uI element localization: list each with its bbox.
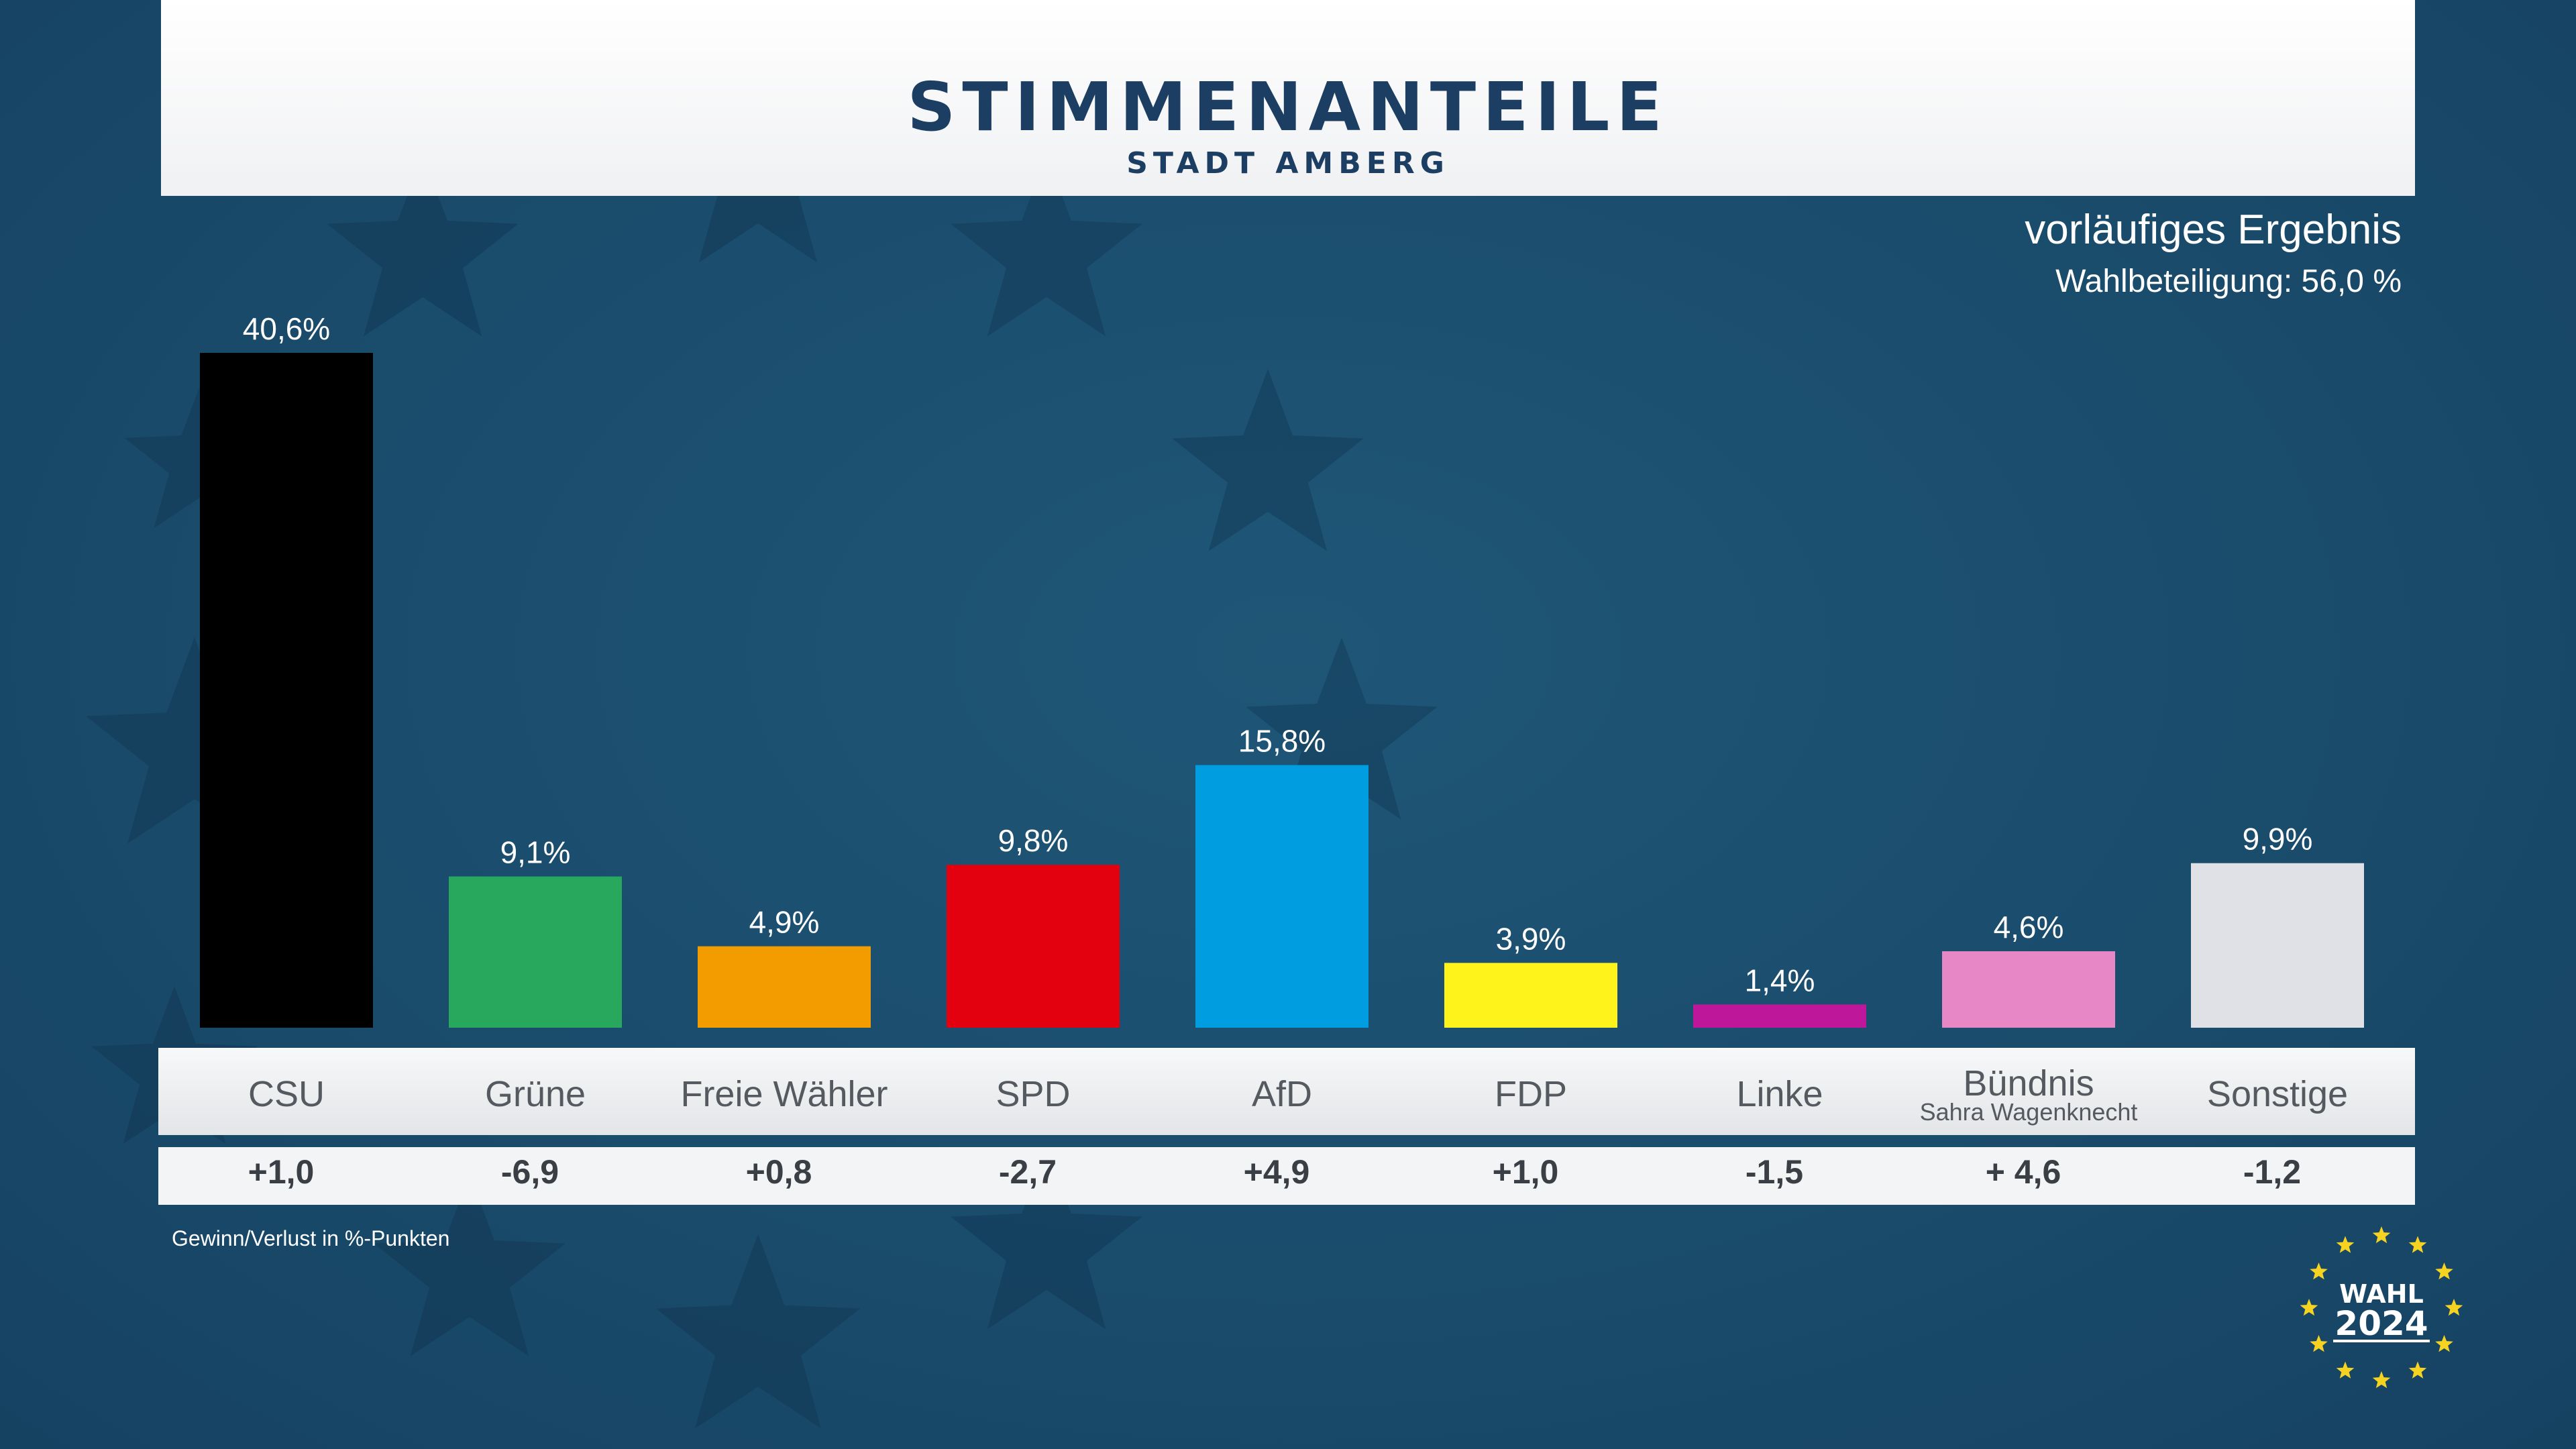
bar-0 <box>200 353 373 1028</box>
logo-star-1 <box>2408 1236 2427 1253</box>
bar-6 <box>1693 1004 1866 1028</box>
party-label-2: Freie Wähler <box>680 1074 888 1114</box>
logo-star-8 <box>2310 1335 2328 1352</box>
logo-star-4 <box>2435 1335 2453 1352</box>
background-star-7 <box>374 1174 566 1356</box>
logo-star-9 <box>2300 1299 2318 1316</box>
header-banner: STIMMENANTEILE STADT AMBERG <box>161 0 2415 196</box>
result-status: vorläufiges Ergebnis <box>2025 207 2402 253</box>
bar-1 <box>449 876 622 1028</box>
logo-star-7 <box>2336 1361 2355 1379</box>
logo-star-3 <box>2445 1299 2463 1316</box>
change-label-5: +1,0 <box>1492 1153 1559 1191</box>
bar-7 <box>1942 951 2115 1028</box>
party-label-3: SPD <box>996 1074 1071 1114</box>
logo-star-0 <box>2372 1226 2391 1244</box>
background-star-0 <box>327 154 519 337</box>
bar-5 <box>1444 963 1617 1028</box>
change-label-0: +1,0 <box>248 1153 315 1191</box>
turnout-label: Wahlbeteiligung: 56,0 % <box>2055 264 2402 299</box>
bar-2 <box>698 946 871 1028</box>
party-label-6: Linke <box>1736 1074 1823 1114</box>
bar-value-label-6: 1,4% <box>1745 963 1815 998</box>
logo-star-6 <box>2372 1371 2391 1389</box>
background-star-3 <box>1172 369 1364 551</box>
background-star-9 <box>951 1147 1142 1330</box>
change-label-band <box>158 1147 2415 1205</box>
party-label-1: Grüne <box>484 1074 586 1114</box>
bar-value-label-8: 9,9% <box>2243 822 2313 857</box>
bar-value-label-4: 15,8% <box>1238 724 1326 759</box>
background-star-2 <box>951 154 1142 337</box>
bar-8 <box>2191 863 2364 1028</box>
bar-value-label-1: 9,1% <box>500 835 571 870</box>
bar-value-label-0: 40,6% <box>243 311 330 346</box>
change-label-4: +4,9 <box>1243 1153 1310 1191</box>
bar-value-label-5: 3,9% <box>1496 921 1566 956</box>
change-label-6: -1,5 <box>1745 1153 1804 1191</box>
background-star-4 <box>1246 637 1438 820</box>
party-label-0: CSU <box>248 1074 325 1114</box>
party-label-4: AfD <box>1251 1074 1313 1114</box>
logo-star-5 <box>2408 1361 2427 1379</box>
logo-star-11 <box>2336 1236 2355 1253</box>
bar-value-label-7: 4,6% <box>1994 910 2064 945</box>
party-label-band <box>158 1048 2415 1135</box>
page-subtitle: STADT AMBERG <box>1126 146 1450 180</box>
bar-value-label-2: 4,9% <box>749 905 820 940</box>
logo-text-wahl: WAHL <box>2339 1279 2424 1309</box>
logo-star-2 <box>2435 1263 2453 1280</box>
party-sublabel-7: Sahra Wagenknecht <box>1919 1098 2138 1126</box>
party-label-8: Sonstige <box>2206 1074 2349 1114</box>
logo-star-ring <box>2300 1226 2463 1389</box>
party-label-5: FDP <box>1495 1074 1567 1114</box>
bar-3 <box>947 865 1120 1028</box>
change-label-7: + 4,6 <box>1985 1153 2061 1191</box>
page-title: STIMMENANTEILE <box>907 68 1669 146</box>
party-label-7: Bündnis <box>1963 1063 2094 1104</box>
change-label-1: -6,9 <box>500 1153 559 1191</box>
logo-underline <box>2333 1340 2430 1342</box>
change-label-2: +0,8 <box>745 1153 812 1191</box>
change-label-3: -2,7 <box>998 1153 1057 1191</box>
logo-star-10 <box>2310 1263 2328 1280</box>
background-star-5 <box>86 637 303 844</box>
change-label-8: -1,2 <box>2243 1153 2302 1191</box>
bar-value-label-3: 9,8% <box>998 823 1069 858</box>
wahl-2024-logo: WAHL 2024 <box>2300 1226 2463 1389</box>
footnote: Gewinn/Verlust in %-Punkten <box>172 1226 450 1250</box>
logo-text-year: 2024 <box>2334 1304 2428 1343</box>
background-star-8 <box>655 1234 861 1429</box>
bar-4 <box>1195 765 1368 1028</box>
